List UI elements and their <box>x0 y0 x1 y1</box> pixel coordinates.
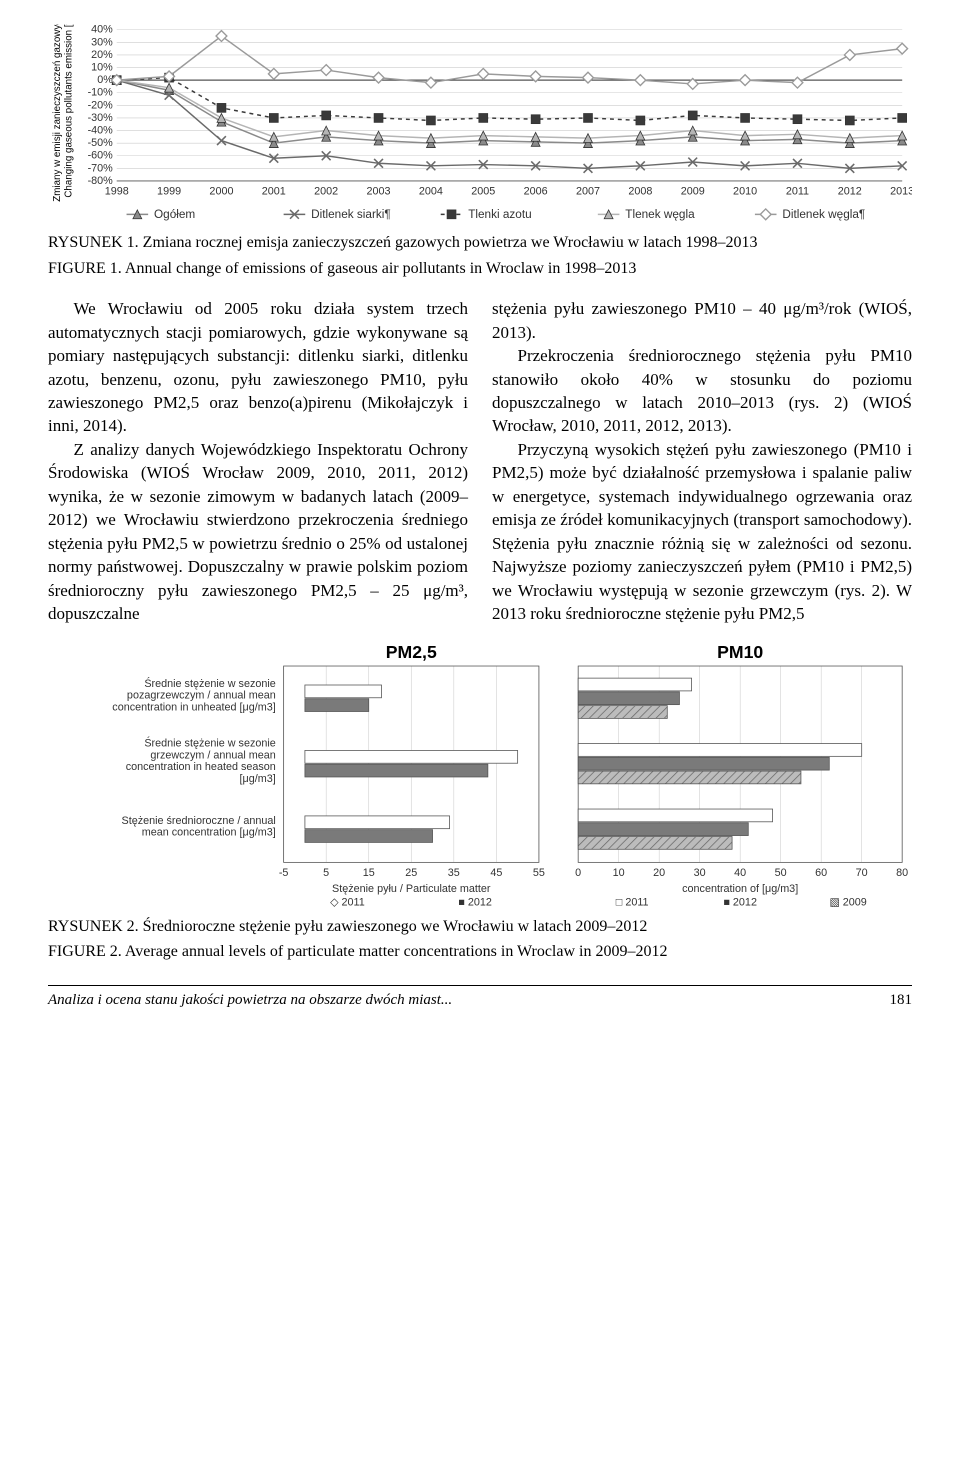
svg-text:80: 80 <box>896 867 908 879</box>
svg-text:-60%: -60% <box>88 150 114 162</box>
svg-text:-50%: -50% <box>88 137 114 149</box>
svg-text:-5: -5 <box>279 867 289 879</box>
svg-text:70: 70 <box>856 867 868 879</box>
svg-text:PM10: PM10 <box>717 642 763 662</box>
svg-text:-40%: -40% <box>88 124 114 136</box>
svg-text:concentration of [μg/m3]: concentration of [μg/m3] <box>682 882 798 894</box>
svg-text:1998: 1998 <box>105 186 129 198</box>
svg-text:concentration in unheated [μg/: concentration in unheated [μg/m3] <box>112 701 275 713</box>
pm-concentration-chart: Średnie stężenie w sezoniepozagrzewczym … <box>48 640 912 910</box>
body-para-right-3: Przyczyną wysokich stężeń pyłu zawieszon… <box>492 438 912 626</box>
svg-text:-70%: -70% <box>88 162 114 174</box>
figure1-caption-pl: RYSUNEK 1. Zmiana rocznej emisja zaniecz… <box>48 232 912 254</box>
body-para-right-2: Przekroczenia średniorocznego stężenia p… <box>492 344 912 438</box>
svg-text:□ 2011: □ 2011 <box>616 896 649 908</box>
svg-text:45: 45 <box>490 867 502 879</box>
svg-text:2002: 2002 <box>314 186 338 198</box>
svg-text:Zmiany w emisji zanieczyszczeń: Zmiany w emisji zanieczyszczeń gazowych … <box>52 24 63 202</box>
svg-text:10: 10 <box>613 867 625 879</box>
figure2-caption-pl: RYSUNEK 2. Średnioroczne stężenie pyłu z… <box>48 916 912 938</box>
body-column-right: stężenia pyłu zawieszonego PM10 – 40 μg/… <box>492 297 912 625</box>
svg-text:2010: 2010 <box>733 186 757 198</box>
svg-text:35: 35 <box>448 867 460 879</box>
svg-text:2001: 2001 <box>262 186 286 198</box>
svg-text:Changing gaseous pollutants em: Changing gaseous pollutants emission [%] <box>64 24 75 198</box>
svg-text:▧ 2009: ▧ 2009 <box>830 896 867 908</box>
svg-text:-10%: -10% <box>88 87 114 99</box>
svg-text:[μg/m3]: [μg/m3] <box>240 772 276 784</box>
footer-page-number: 181 <box>890 992 913 1009</box>
page-footer: Analiza i ocena stanu jakości powietrza … <box>48 985 912 1009</box>
svg-text:■ 2012: ■ 2012 <box>723 896 757 908</box>
body-columns: We Wrocławiu od 2005 roku działa system … <box>48 297 912 625</box>
svg-text:30: 30 <box>694 867 706 879</box>
body-para-left-1: We Wrocławiu od 2005 roku działa system … <box>48 297 468 438</box>
svg-text:40%: 40% <box>91 24 113 36</box>
svg-text:2003: 2003 <box>367 186 391 198</box>
body-para-left-2: Z analizy danych Wojewódzkiego Inspektor… <box>48 438 468 626</box>
svg-text:Tlenki azotu: Tlenki azotu <box>468 208 531 221</box>
svg-text:■ 2012: ■ 2012 <box>458 896 492 908</box>
svg-text:5: 5 <box>323 867 329 879</box>
svg-text:0: 0 <box>575 867 581 879</box>
svg-text:1999: 1999 <box>157 186 181 198</box>
svg-text:2006: 2006 <box>524 186 548 198</box>
svg-text:Stężenie średnioroczne / annu: Stężenie średnioroczne / annual <box>122 814 276 826</box>
svg-text:mean concentration [μg/m3]: mean concentration [μg/m3] <box>142 826 276 838</box>
svg-text:2009: 2009 <box>681 186 705 198</box>
svg-text:Tlenek węgla: Tlenek węgla <box>625 208 695 221</box>
svg-text:2004: 2004 <box>419 186 443 198</box>
svg-text:2011: 2011 <box>786 186 809 198</box>
footer-running-title: Analiza i ocena stanu jakości powietrza … <box>48 992 452 1009</box>
svg-text:grzewczym / annual mean: grzewczym / annual mean <box>150 749 275 761</box>
body-para-right-1: stężenia pyłu zawieszonego PM10 – 40 μg/… <box>492 297 912 344</box>
emission-change-chart: Zmiany w emisji zanieczyszczeń gazowych … <box>48 24 912 224</box>
svg-text:◇ 2011: ◇ 2011 <box>330 896 365 908</box>
svg-text:2008: 2008 <box>628 186 652 198</box>
body-column-left: We Wrocławiu od 2005 roku działa system … <box>48 297 468 625</box>
svg-text:10%: 10% <box>91 61 113 73</box>
svg-text:pozagrzewczym / annual mean: pozagrzewczym / annual mean <box>127 689 276 701</box>
svg-text:50: 50 <box>775 867 787 879</box>
svg-text:concentration in heated season: concentration in heated season <box>126 761 276 773</box>
figure1-caption-en: FIGURE 1. Annual change of emissions of … <box>48 258 912 280</box>
svg-text:2013: 2013 <box>890 186 912 198</box>
svg-text:-30%: -30% <box>88 112 114 124</box>
svg-text:2000: 2000 <box>209 186 233 198</box>
svg-text:Średnie stężenie w sezonie: Średnie stężenie w sezonie <box>144 736 275 749</box>
svg-text:-20%: -20% <box>88 99 114 111</box>
svg-text:2005: 2005 <box>471 186 495 198</box>
svg-text:60: 60 <box>815 867 827 879</box>
svg-text:PM2,5: PM2,5 <box>386 642 437 662</box>
svg-text:Ditlenek węgla¶: Ditlenek węgla¶ <box>782 208 865 221</box>
svg-text:15: 15 <box>363 867 375 879</box>
svg-text:20: 20 <box>653 867 665 879</box>
svg-text:2007: 2007 <box>576 186 600 198</box>
svg-text:Ditlenek siarki¶: Ditlenek siarki¶ <box>311 208 391 221</box>
svg-text:Stężenie pyłu / Particulate ma: Stężenie pyłu / Particulate matter <box>332 882 491 894</box>
svg-text:40: 40 <box>734 867 746 879</box>
figure1-caption-block: RYSUNEK 1. Zmiana rocznej emisja zaniecz… <box>48 232 912 279</box>
svg-text:Ogółem: Ogółem <box>154 208 195 221</box>
figure2-caption-en: FIGURE 2. Average annual levels of parti… <box>48 941 912 963</box>
svg-text:20%: 20% <box>91 49 113 61</box>
svg-text:55: 55 <box>533 867 545 879</box>
svg-text:Średnie stężenie w sezonie: Średnie stężenie w sezonie <box>144 676 275 689</box>
svg-text:30%: 30% <box>91 36 113 48</box>
svg-text:25: 25 <box>405 867 417 879</box>
svg-text:2012: 2012 <box>838 186 862 198</box>
